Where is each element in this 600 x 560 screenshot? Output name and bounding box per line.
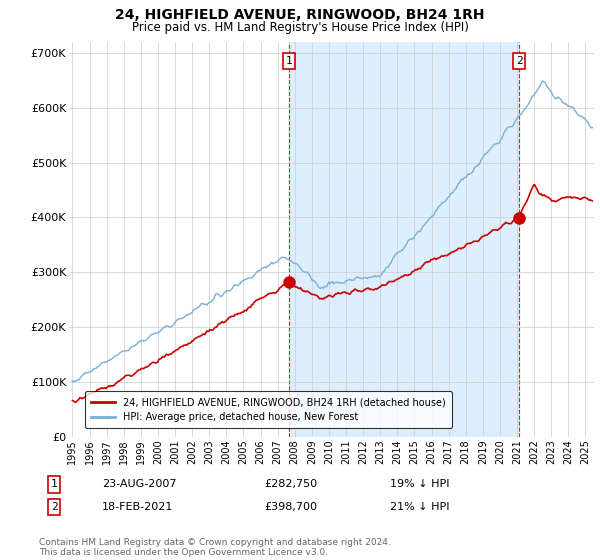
Text: £282,750: £282,750 xyxy=(264,479,317,489)
Text: 18-FEB-2021: 18-FEB-2021 xyxy=(102,502,173,512)
Text: 2: 2 xyxy=(50,502,58,512)
Text: £398,700: £398,700 xyxy=(264,502,317,512)
Text: Contains HM Land Registry data © Crown copyright and database right 2024.
This d: Contains HM Land Registry data © Crown c… xyxy=(39,538,391,557)
Text: 24, HIGHFIELD AVENUE, RINGWOOD, BH24 1RH: 24, HIGHFIELD AVENUE, RINGWOOD, BH24 1RH xyxy=(115,8,485,22)
Bar xyxy=(289,42,519,437)
Text: 1: 1 xyxy=(50,479,58,489)
Legend: 24, HIGHFIELD AVENUE, RINGWOOD, BH24 1RH (detached house), HPI: Average price, d: 24, HIGHFIELD AVENUE, RINGWOOD, BH24 1RH… xyxy=(85,391,452,428)
Text: 23-AUG-2007: 23-AUG-2007 xyxy=(102,479,176,489)
Text: Price paid vs. HM Land Registry's House Price Index (HPI): Price paid vs. HM Land Registry's House … xyxy=(131,21,469,34)
Text: 19% ↓ HPI: 19% ↓ HPI xyxy=(390,479,449,489)
Text: 1: 1 xyxy=(285,56,292,66)
Text: 2: 2 xyxy=(516,56,523,66)
Text: 21% ↓ HPI: 21% ↓ HPI xyxy=(390,502,449,512)
